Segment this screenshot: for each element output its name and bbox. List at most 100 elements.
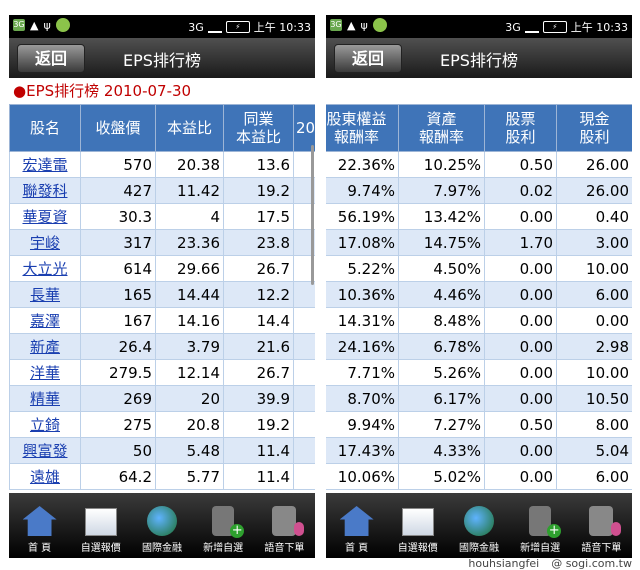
column-header[interactable]: 本益比 xyxy=(155,104,224,152)
stock-name-link[interactable]: 興富發 xyxy=(9,437,81,464)
back-button[interactable]: 返回 xyxy=(334,44,402,73)
table-row[interactable]: 聯發科 427 11.42 19.2 xyxy=(9,177,315,204)
stock-name-link[interactable]: 聯發科 xyxy=(9,177,81,204)
column-header[interactable]: 股票 股利 xyxy=(484,104,557,152)
table-cell-overflow xyxy=(293,333,315,360)
column-header[interactable]: 收盤價 xyxy=(80,104,156,152)
table-row[interactable]: 長華 165 14.44 12.2 xyxy=(9,281,315,308)
nav-item-label: 語音下單 xyxy=(264,543,305,554)
table-row[interactable]: 10.06% 5.02% 0.00 6.00 xyxy=(326,463,632,490)
table-cell: 4.33% xyxy=(398,437,485,464)
table-cell: 4.50% xyxy=(398,255,485,282)
table-cell: 269 xyxy=(80,385,156,412)
table-cell: 11.4 xyxy=(223,463,294,490)
warning-icon: ▲ xyxy=(347,18,356,32)
nav-item[interactable]: 首 頁 xyxy=(328,506,386,554)
scrollbar[interactable] xyxy=(311,145,314,285)
table-cell: 6.00 xyxy=(556,281,632,308)
watermark: houhsiangfei @ sogi.com.tw xyxy=(456,557,632,570)
table-row[interactable]: 大立光 614 29.66 26.7 xyxy=(9,255,315,282)
table-cell: 26.7 xyxy=(223,359,294,386)
table-cell: 13.42% xyxy=(398,203,485,230)
table-row[interactable]: 24.16% 6.78% 0.00 2.98 xyxy=(326,333,632,360)
table-cell: 0.00 xyxy=(484,463,557,490)
table-cell-overflow xyxy=(293,281,315,308)
stock-name-link[interactable]: 精華 xyxy=(9,385,81,412)
table-row[interactable]: 22.36% 10.25% 0.50 26.00 xyxy=(326,151,632,178)
nav-item[interactable]: 語音下單 xyxy=(572,506,630,554)
table-row[interactable]: 17.43% 4.33% 0.00 5.04 xyxy=(326,437,632,464)
table-row[interactable]: 9.74% 7.97% 0.02 26.00 xyxy=(326,177,632,204)
column-header[interactable]: 股名 xyxy=(9,104,81,152)
table-row[interactable]: 華夏資 30.3 4 17.5 xyxy=(9,203,315,230)
signal-icon xyxy=(524,21,539,33)
signal-badge: 3G xyxy=(13,19,25,31)
table-cell: 26.4 xyxy=(80,333,156,360)
chart-icon xyxy=(401,508,434,536)
table-cell: 167 xyxy=(80,307,156,334)
nav-item[interactable]: 首 頁 xyxy=(11,506,69,554)
table-row[interactable]: 遠雄 64.2 5.77 11.4 xyxy=(9,463,315,490)
column-header[interactable]: 股東權益 報酬率 xyxy=(326,104,399,152)
table-row[interactable]: 5.22% 4.50% 0.00 10.00 xyxy=(326,255,632,282)
nav-item-label: 首 頁 xyxy=(28,543,52,554)
table-row[interactable]: 宇峻 317 23.36 23.8 xyxy=(9,229,315,256)
nav-item[interactable]: 國際金融 xyxy=(133,506,191,554)
bottom-nav: 首 頁 自選報價 國際金融 新增自選 語音下單 xyxy=(9,493,315,558)
table-cell: 0.00 xyxy=(484,333,557,360)
table-row[interactable]: 10.36% 4.46% 0.00 6.00 xyxy=(326,281,632,308)
table-cell: 6.78% xyxy=(398,333,485,360)
table-row[interactable]: 嘉澤 167 14.16 14.4 xyxy=(9,307,315,334)
table-row[interactable]: 17.08% 14.75% 1.70 3.00 xyxy=(326,229,632,256)
stock-name-link[interactable]: 宏達電 xyxy=(9,151,81,178)
column-header[interactable]: 20 xyxy=(293,104,315,152)
table-row[interactable]: 新產 26.4 3.79 21.6 xyxy=(9,333,315,360)
stock-name-link[interactable]: 長華 xyxy=(9,281,81,308)
globe-icon xyxy=(146,506,177,536)
column-header[interactable]: 現金 股利 xyxy=(556,104,632,152)
table-row[interactable]: 宏達電 570 20.38 13.6 xyxy=(9,151,315,178)
back-button[interactable]: 返回 xyxy=(17,44,85,73)
table-row[interactable]: 14.31% 8.48% 0.00 0.00 xyxy=(326,307,632,334)
table-cell-overflow xyxy=(293,177,315,204)
status-bar: 3G ▲ ψ 3G ⚡ 上午 10:33 xyxy=(9,15,315,38)
stock-name-link[interactable]: 遠雄 xyxy=(9,463,81,490)
table-cell: 12.14 xyxy=(155,359,224,386)
stock-name-link[interactable]: 大立光 xyxy=(9,255,81,282)
table-cell: 10.36% xyxy=(326,281,399,308)
nav-item[interactable]: 國際金融 xyxy=(450,506,508,554)
table-row[interactable]: 興富發 50 5.48 11.4 xyxy=(9,437,315,464)
stock-name-link[interactable]: 洋華 xyxy=(9,359,81,386)
table-cell: 7.27% xyxy=(398,411,485,438)
table-row[interactable]: 立錡 275 20.8 19.2 xyxy=(9,411,315,438)
table-cell: 1.70 xyxy=(484,229,557,256)
table-cell: 7.71% xyxy=(326,359,399,386)
table-row[interactable]: 洋華 279.5 12.14 26.7 xyxy=(9,359,315,386)
nav-item[interactable]: 語音下單 xyxy=(255,506,313,554)
table-cell: 10.06% xyxy=(326,463,399,490)
table-row[interactable]: 7.71% 5.26% 0.00 10.00 xyxy=(326,359,632,386)
globe-icon xyxy=(463,506,494,536)
column-header[interactable]: 同業 本益比 xyxy=(223,104,294,152)
nav-item[interactable]: 自選報價 xyxy=(72,508,130,554)
table-row[interactable]: 8.70% 6.17% 0.00 10.50 xyxy=(326,385,632,412)
stock-name-link[interactable]: 宇峻 xyxy=(9,229,81,256)
stock-name-link[interactable]: 立錡 xyxy=(9,411,81,438)
table-row[interactable]: 56.19% 13.42% 0.00 0.40 xyxy=(326,203,632,230)
stock-name-link[interactable]: 新產 xyxy=(9,333,81,360)
table-row[interactable]: 9.94% 7.27% 0.50 8.00 xyxy=(326,411,632,438)
table-cell: 20.38 xyxy=(155,151,224,178)
table-cell: 0.00 xyxy=(484,307,557,334)
column-header[interactable]: 資產 報酬率 xyxy=(398,104,485,152)
home-icon xyxy=(22,506,57,536)
table-row[interactable]: 精華 269 20 39.9 xyxy=(9,385,315,412)
nav-item[interactable]: 新增自選 xyxy=(511,506,569,554)
title-bar: 返回 EPS排行榜 xyxy=(326,38,632,78)
battery-icon: ⚡ xyxy=(225,21,250,33)
stock-name-link[interactable]: 嘉澤 xyxy=(9,307,81,334)
signal-badge: 3G xyxy=(330,19,342,31)
stock-name-link[interactable]: 華夏資 xyxy=(9,203,81,230)
nav-item[interactable]: 自選報價 xyxy=(389,508,447,554)
nav-item[interactable]: 新增自選 xyxy=(194,506,252,554)
table-cell: 13.6 xyxy=(223,151,294,178)
